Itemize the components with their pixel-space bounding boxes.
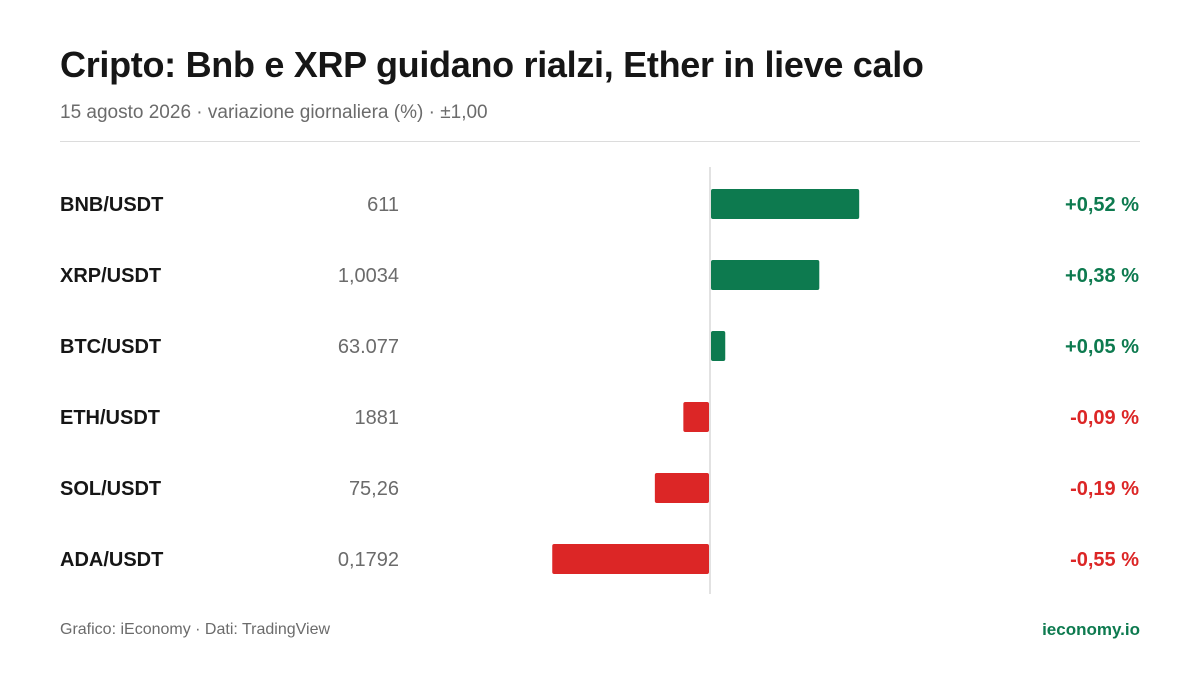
value-label: +0,38 % <box>1065 265 1139 287</box>
pair-label: ADA/USDT <box>60 549 163 571</box>
bar <box>711 260 820 290</box>
footer-credit: Grafico: iEconomy · Dati: TradingView <box>60 621 331 638</box>
price-label: 1,0034 <box>338 265 399 287</box>
bar <box>552 544 709 574</box>
chart-title: Cripto: Bnb e XRP guidano rialzi, Ether … <box>60 44 924 85</box>
bar <box>711 331 726 361</box>
price-label: 1881 <box>355 407 400 429</box>
header-divider <box>60 141 1140 142</box>
pair-label: ETH/USDT <box>60 407 160 429</box>
price-label: 611 <box>367 194 399 216</box>
pair-label: XRP/USDT <box>60 265 161 287</box>
price-label: 75,26 <box>349 478 399 500</box>
value-label: +0,52 % <box>1065 194 1139 216</box>
price-label: 0,1792 <box>338 549 399 571</box>
bar <box>654 473 709 503</box>
value-label: -0,19 % <box>1070 478 1139 500</box>
chart-subtitle: 15 agosto 2026 · variazione giornaliera … <box>60 102 488 123</box>
pair-label: BTC/USDT <box>60 336 161 358</box>
value-label: -0,55 % <box>1070 549 1139 571</box>
footer-site-link[interactable]: ieconomy.io <box>1042 620 1140 639</box>
bar <box>711 189 860 219</box>
value-label: -0,09 % <box>1070 407 1139 429</box>
pair-label: SOL/USDT <box>60 478 161 500</box>
price-label: 63.077 <box>338 336 399 358</box>
value-label: +0,05 % <box>1065 336 1139 358</box>
pair-label: BNB/USDT <box>60 194 163 216</box>
bar <box>683 402 709 432</box>
